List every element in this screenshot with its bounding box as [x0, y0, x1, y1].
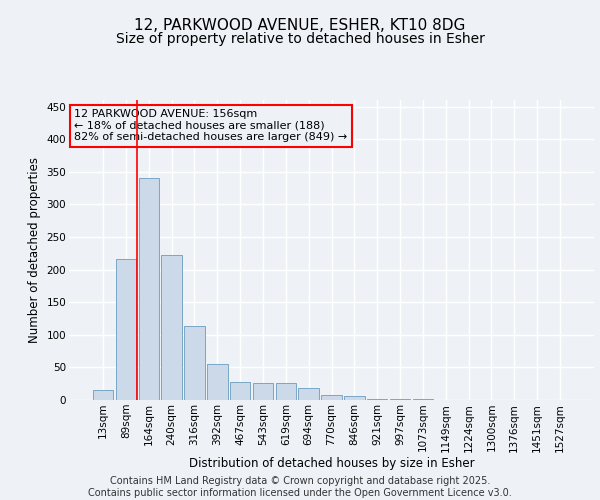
Bar: [207, 364, 227, 400]
X-axis label: Distribution of detached houses by size in Esher: Distribution of detached houses by size …: [188, 457, 475, 470]
Text: Contains HM Land Registry data © Crown copyright and database right 2025.
Contai: Contains HM Land Registry data © Crown c…: [88, 476, 512, 498]
Bar: [367, 398, 388, 400]
Text: Size of property relative to detached houses in Esher: Size of property relative to detached ho…: [116, 32, 484, 46]
Bar: [390, 398, 410, 400]
Bar: [321, 395, 342, 400]
Bar: [139, 178, 159, 400]
Bar: [344, 396, 365, 400]
Bar: [184, 326, 205, 400]
Bar: [253, 383, 273, 400]
Bar: [116, 259, 136, 400]
Bar: [230, 382, 250, 400]
Bar: [161, 255, 182, 400]
Text: 12, PARKWOOD AVENUE, ESHER, KT10 8DG: 12, PARKWOOD AVENUE, ESHER, KT10 8DG: [134, 18, 466, 32]
Text: 12 PARKWOOD AVENUE: 156sqm
← 18% of detached houses are smaller (188)
82% of sem: 12 PARKWOOD AVENUE: 156sqm ← 18% of deta…: [74, 109, 347, 142]
Bar: [275, 383, 296, 400]
Bar: [298, 388, 319, 400]
Y-axis label: Number of detached properties: Number of detached properties: [28, 157, 41, 343]
Bar: [93, 390, 113, 400]
